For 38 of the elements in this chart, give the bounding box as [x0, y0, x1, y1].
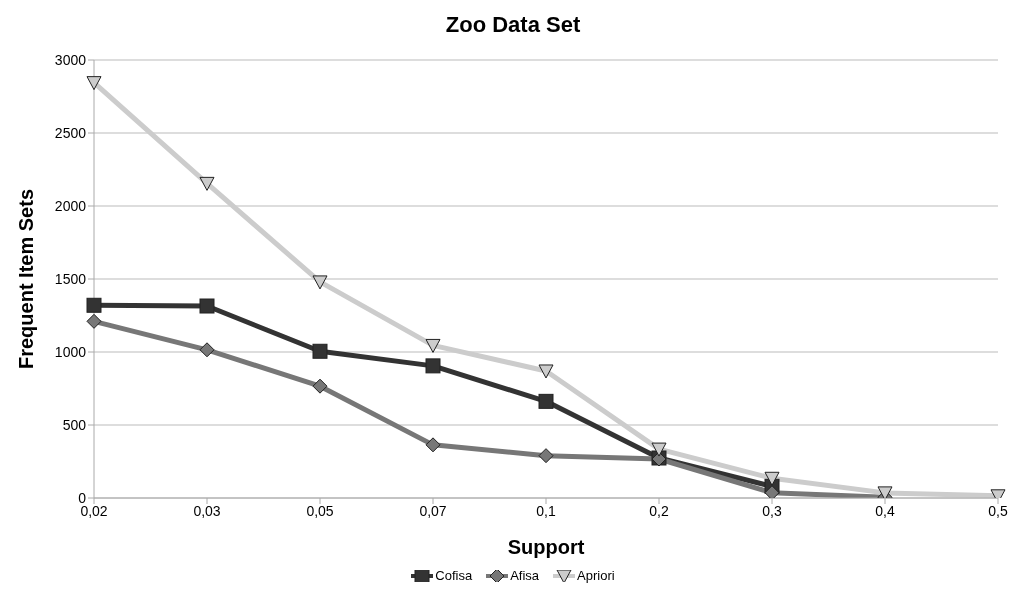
- point: [651, 442, 667, 457]
- point: [425, 358, 441, 374]
- y-tick-label: 3000: [54, 51, 87, 68]
- point: [538, 393, 554, 409]
- y-axis-title: Frequent Item Sets: [15, 188, 38, 370]
- point: [425, 338, 441, 353]
- legend-label: Afisa: [509, 568, 540, 583]
- point: [538, 448, 554, 464]
- x-axis-title: Support: [507, 536, 585, 558]
- chart-title: Zoo Data Set: [444, 11, 582, 39]
- point: [86, 76, 102, 91]
- point: [312, 378, 328, 394]
- point: [312, 343, 328, 359]
- point: [764, 471, 780, 486]
- point: [199, 176, 215, 191]
- x-tick-label: 0,05: [306, 502, 334, 519]
- x-tick-label: 0,07: [419, 502, 447, 519]
- y-tick-label: 2500: [54, 124, 87, 141]
- point: [86, 313, 102, 329]
- y-tick-label: 500: [62, 416, 87, 433]
- y-tick-label: 2000: [54, 197, 87, 214]
- y-tick-label: 1500: [54, 270, 87, 287]
- x-tick-label: 0,2: [649, 502, 669, 519]
- x-tick-label: 0,4: [875, 502, 895, 519]
- point: [199, 342, 215, 358]
- y-tick-label: 1000: [54, 343, 87, 360]
- point: [425, 437, 441, 453]
- point: [199, 298, 215, 314]
- point: [764, 485, 780, 498]
- legend-label: Apriori: [576, 568, 615, 583]
- point: [312, 275, 328, 290]
- x-tick-label: 0,03: [193, 502, 221, 519]
- x-tick-label: 0,5: [988, 502, 1008, 519]
- point: [538, 364, 554, 379]
- x-tick-label: 0,1: [536, 502, 556, 519]
- point: [86, 297, 102, 313]
- legend-label: Cofisa: [434, 568, 473, 583]
- x-tick-label: 0,3: [762, 502, 782, 519]
